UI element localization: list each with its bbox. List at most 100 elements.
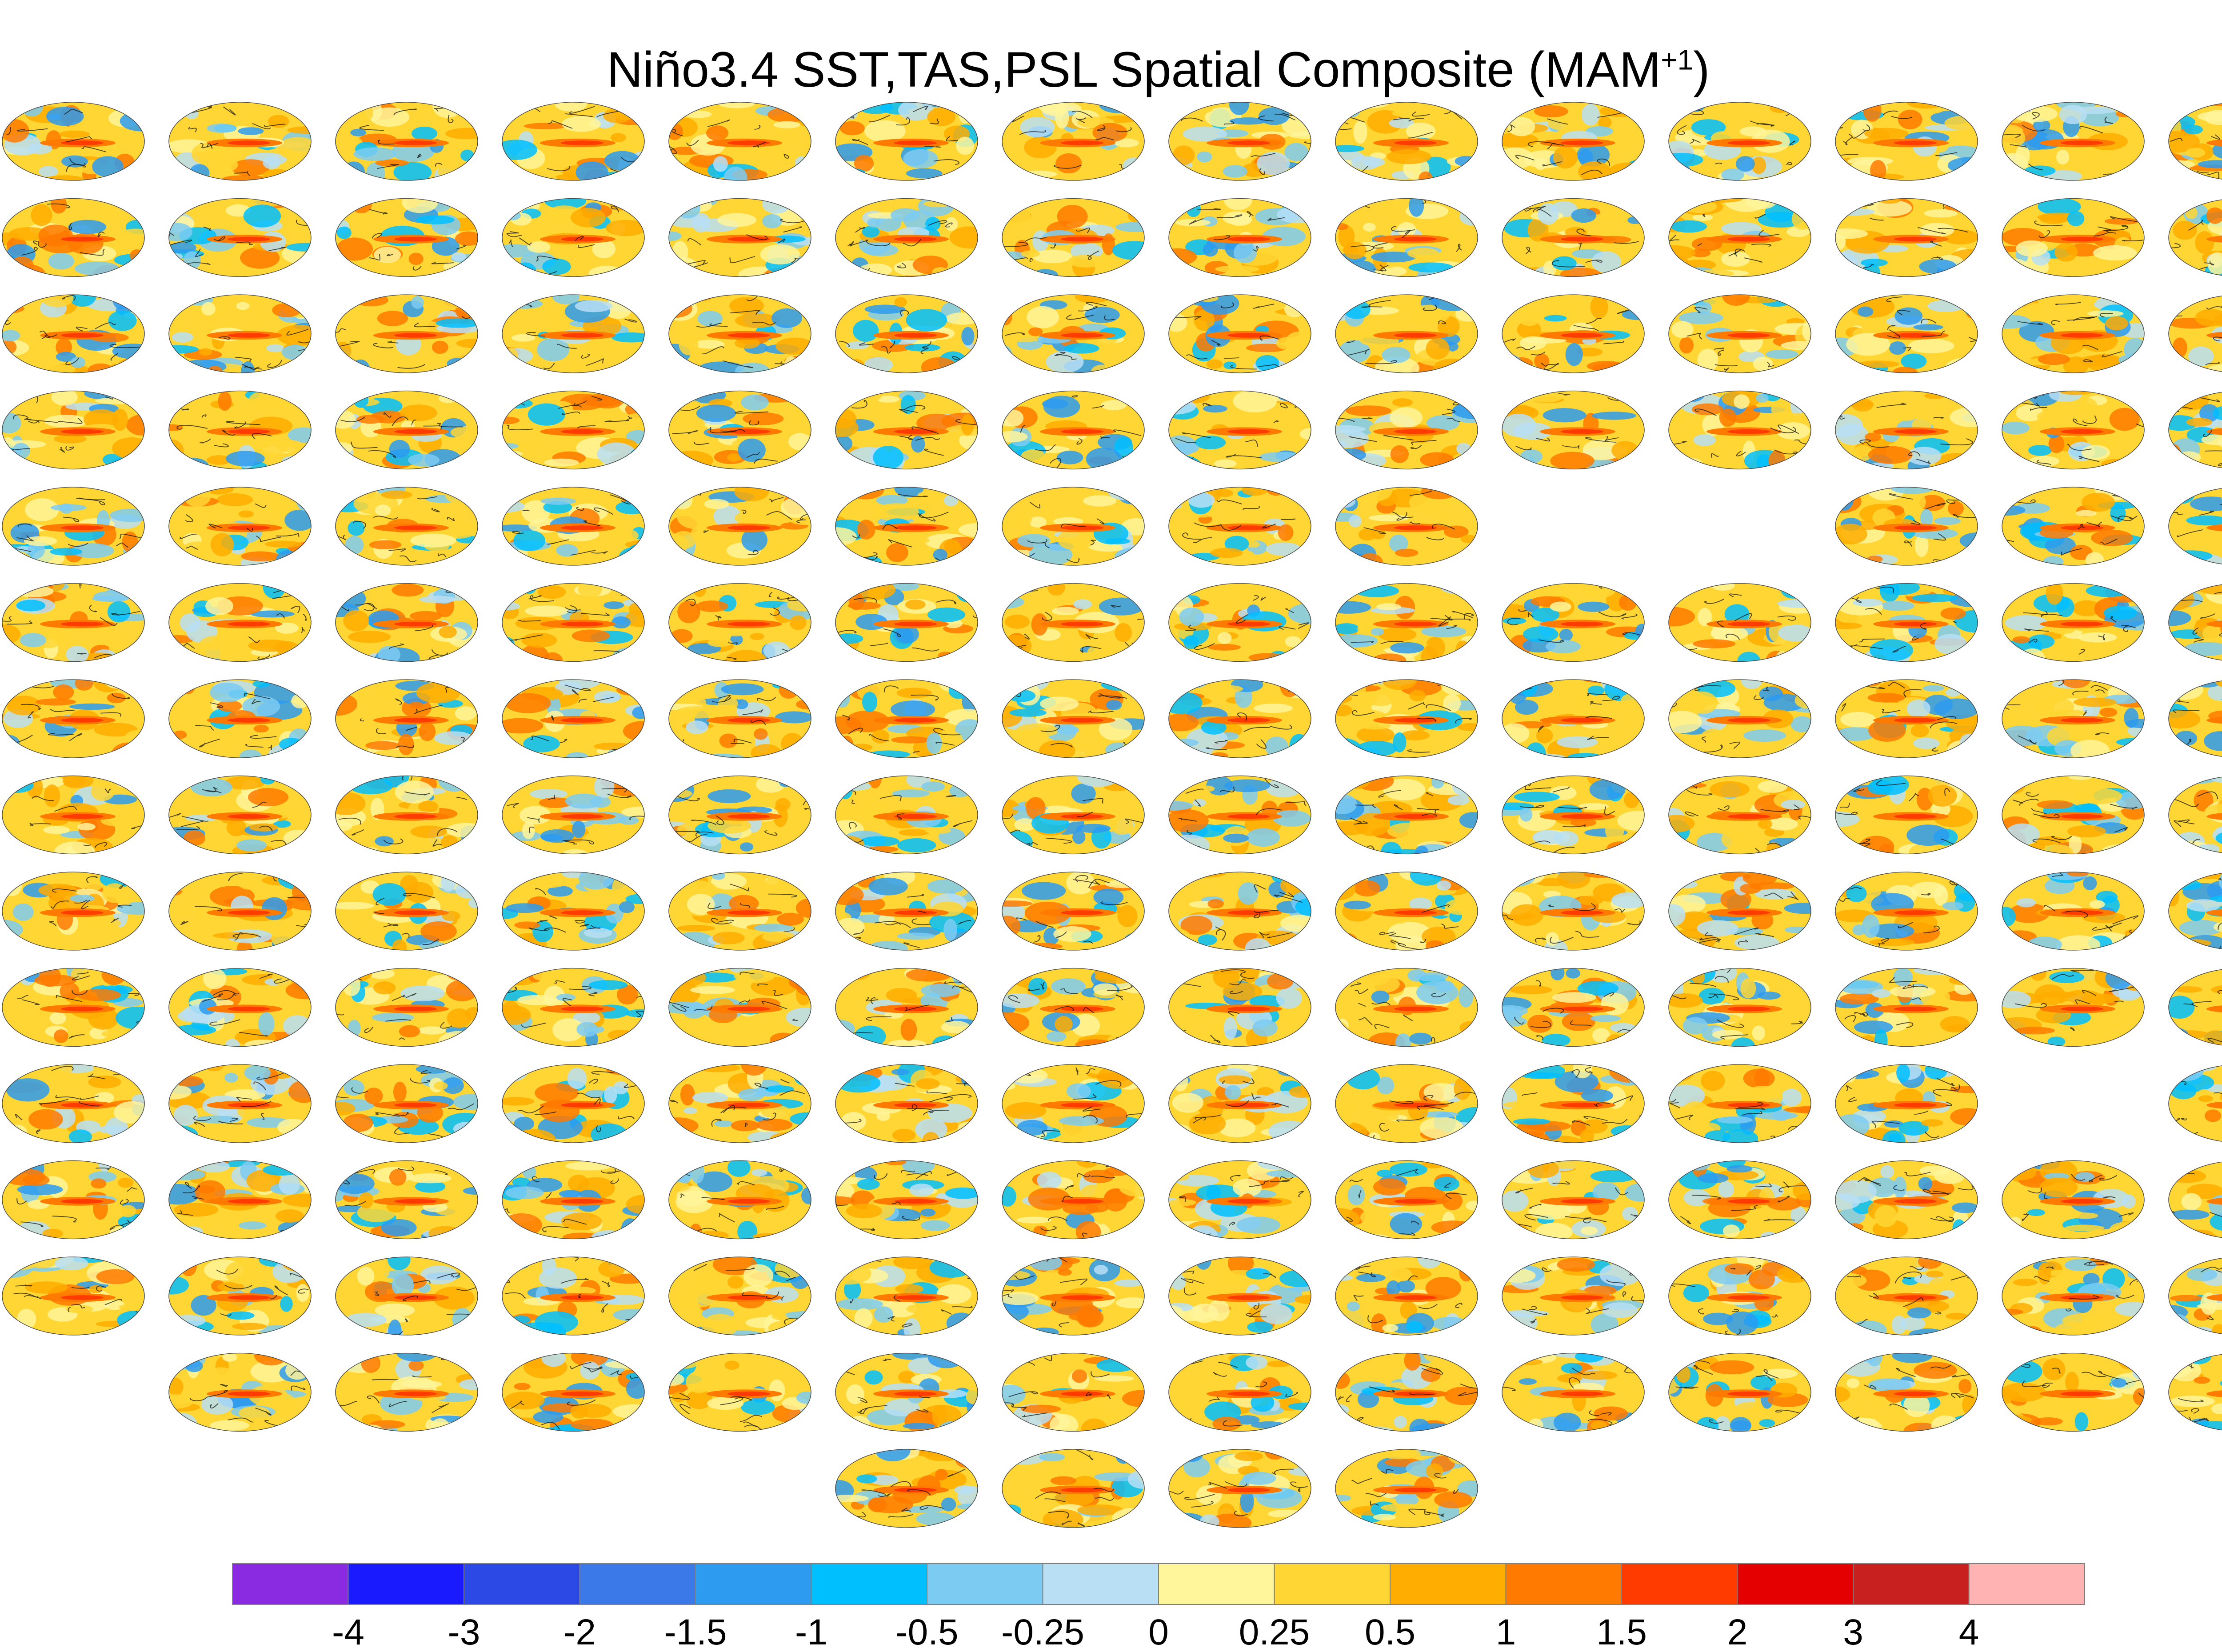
anomaly-patch [210, 683, 245, 703]
anomaly-patch [871, 729, 889, 744]
contour-line [2207, 172, 2219, 180]
anomaly-patch [1745, 198, 1777, 209]
contour-line [13, 414, 28, 420]
anomaly-patch [1171, 391, 1201, 397]
map-panel [1835, 294, 1978, 373]
anomaly-patch [1617, 458, 1644, 469]
anomaly-patch [2002, 714, 2025, 724]
anomaly-patch [1835, 524, 1867, 544]
anomaly-patch [624, 412, 644, 425]
contour-line [669, 553, 676, 557]
anomaly-patch [1958, 776, 1978, 790]
contour-line [1841, 108, 1849, 114]
anomaly-patch [1421, 625, 1467, 637]
anomaly-patch [1015, 102, 1034, 119]
anomaly-patch [697, 311, 723, 327]
anomaly-patch [864, 357, 893, 373]
contour-line [2198, 397, 2220, 402]
anomaly-patch [1869, 923, 1914, 939]
anomaly-patch [502, 264, 521, 277]
anomaly-patch [738, 438, 766, 462]
contour-line [911, 426, 939, 434]
anomaly-patch [773, 121, 801, 128]
contour-line [1734, 613, 1752, 621]
anomaly-patch [961, 327, 975, 346]
anomaly-patch [707, 638, 732, 647]
anomaly-patch [1105, 742, 1132, 758]
contour-line [1590, 700, 1603, 705]
contour-line [1390, 940, 1401, 945]
anomaly-patch [2130, 360, 2144, 372]
anomaly-patch [283, 461, 311, 469]
anomaly-patch [114, 776, 132, 788]
contour-line [1547, 143, 1564, 150]
anomaly-patch [542, 652, 563, 662]
anomaly-patch [2204, 109, 2222, 125]
anomaly-patch [419, 722, 436, 741]
anomaly-patch [74, 261, 120, 276]
anomaly-patch [2082, 492, 2115, 512]
anomaly-patch [1002, 900, 1033, 907]
anomaly-patch [24, 536, 57, 546]
contour-line [2118, 516, 2133, 522]
anomaly-patch [1669, 904, 1686, 926]
anomaly-patch [925, 827, 951, 834]
anomaly-patch [181, 872, 204, 882]
anomaly-patch [2074, 397, 2097, 413]
anomaly-patch [1699, 728, 1726, 752]
equatorial-anomaly-core [1227, 236, 1270, 242]
anomaly-patch [1390, 642, 1424, 654]
anomaly-patch [1835, 680, 1850, 692]
map-panel [668, 872, 811, 951]
anomaly-patch [224, 776, 265, 790]
contour-line [2, 787, 19, 792]
contour-line [2203, 430, 2213, 437]
contour-line [2010, 144, 2027, 148]
anomaly-patch [1618, 391, 1644, 404]
anomaly-patch [874, 503, 919, 521]
anomaly-patch [1408, 262, 1454, 272]
contour-line [1073, 879, 1100, 885]
anomaly-patch [1403, 880, 1417, 899]
map-panel-grid [2, 102, 2222, 1528]
anomaly-patch [422, 273, 449, 277]
contour-line [1883, 110, 1898, 115]
anomaly-patch [1386, 149, 1431, 164]
anomaly-patch [669, 299, 692, 318]
contour-line [1398, 943, 1431, 950]
map-panel [1002, 487, 1145, 566]
contour-line [2186, 739, 2192, 746]
anomaly-patch [1502, 353, 1521, 370]
anomaly-patch [906, 168, 943, 179]
anomaly-patch [416, 682, 460, 704]
anomaly-patch [460, 149, 474, 161]
anomaly-patch [1207, 359, 1223, 369]
equatorial-anomaly-core [1227, 140, 1270, 145]
contour-line [1767, 362, 1774, 368]
anomaly-patch [1344, 260, 1377, 277]
anomaly-patch [343, 610, 369, 632]
anomaly-patch [1773, 872, 1811, 877]
anomaly-patch [1073, 599, 1092, 609]
anomaly-patch [19, 172, 36, 180]
map-panel [1835, 775, 1978, 855]
contour-line [900, 309, 909, 316]
anomaly-patch [565, 793, 603, 809]
anomaly-patch [1128, 207, 1144, 224]
contour-line [675, 750, 695, 757]
contour-line [2192, 839, 2200, 844]
anomaly-patch [540, 497, 576, 505]
contour-line [610, 168, 618, 172]
anomaly-patch [1454, 553, 1478, 565]
map-panel [1668, 294, 1811, 373]
contour-line [437, 423, 464, 428]
anomaly-patch [242, 696, 280, 717]
contour-line [1086, 302, 1107, 307]
equatorial-anomaly-core [1061, 333, 1103, 338]
anomaly-patch [2002, 127, 2026, 149]
anomaly-patch [1531, 608, 1559, 622]
anomaly-patch [172, 332, 193, 343]
anomaly-patch [1169, 396, 1180, 412]
anomaly-patch [835, 107, 860, 115]
contour-line [135, 653, 144, 661]
